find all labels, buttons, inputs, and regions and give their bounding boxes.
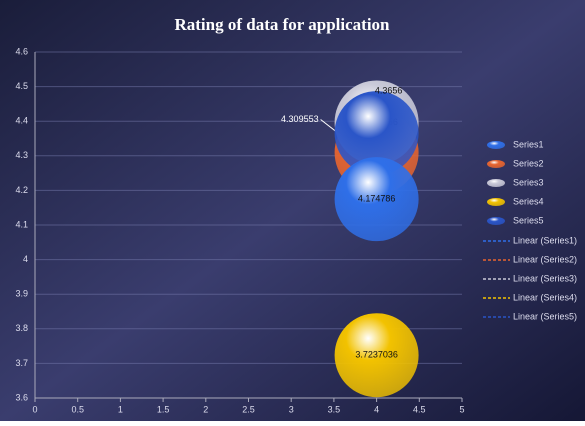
x-tick-label: 5 bbox=[459, 404, 464, 414]
x-tick-label: 4 bbox=[374, 404, 379, 414]
legend-label: Series3 bbox=[513, 177, 544, 187]
bubble bbox=[334, 157, 419, 242]
x-tick-label: 3 bbox=[289, 404, 294, 414]
legend-swatch bbox=[487, 198, 505, 206]
y-tick-label: 3.9 bbox=[15, 289, 28, 299]
y-tick-label: 4 bbox=[23, 254, 28, 264]
x-tick-label: 1.5 bbox=[157, 404, 170, 414]
legend-label: Series2 bbox=[513, 158, 544, 168]
x-tick-label: 3.5 bbox=[328, 404, 341, 414]
legend-label: Linear (Series1) bbox=[513, 235, 577, 245]
bubble bbox=[334, 91, 419, 176]
x-tick-label: 0.5 bbox=[71, 404, 84, 414]
legend-label: Linear (Series4) bbox=[513, 292, 577, 302]
y-tick-label: 4.6 bbox=[15, 46, 28, 56]
x-tick-label: 1 bbox=[118, 404, 123, 414]
legend-label: Linear (Series5) bbox=[513, 311, 577, 321]
y-tick-label: 4.5 bbox=[15, 81, 28, 91]
data-label: 4.174786 bbox=[358, 193, 396, 203]
x-tick-label: 0 bbox=[32, 404, 37, 414]
y-tick-label: 3.6 bbox=[15, 392, 28, 402]
data-label: 4.309553 bbox=[281, 114, 319, 124]
data-label: 3.7237036 bbox=[355, 350, 398, 360]
x-tick-label: 4.5 bbox=[413, 404, 426, 414]
legend-label: Series4 bbox=[513, 196, 544, 206]
y-tick-label: 4.1 bbox=[15, 219, 28, 229]
legend-label: Linear (Series3) bbox=[513, 273, 577, 283]
bubble bbox=[334, 313, 419, 398]
legend-label: Series5 bbox=[513, 215, 544, 225]
legend-label: Series1 bbox=[513, 139, 544, 149]
legend-swatch bbox=[487, 141, 505, 149]
y-tick-label: 4.4 bbox=[15, 116, 28, 126]
legend-swatch bbox=[487, 179, 505, 187]
x-tick-label: 2 bbox=[203, 404, 208, 414]
x-tick-label: 2.5 bbox=[242, 404, 255, 414]
legend-swatch bbox=[487, 217, 505, 225]
chart-title: Rating of data for application bbox=[174, 15, 390, 34]
y-tick-label: 3.8 bbox=[15, 323, 28, 333]
y-tick-label: 3.7 bbox=[15, 358, 28, 368]
legend-swatch bbox=[487, 160, 505, 168]
legend-label: Linear (Series2) bbox=[513, 254, 577, 264]
y-tick-label: 4.2 bbox=[15, 185, 28, 195]
data-label: 4.3656 bbox=[375, 85, 403, 95]
y-tick-label: 4.3 bbox=[15, 150, 28, 160]
